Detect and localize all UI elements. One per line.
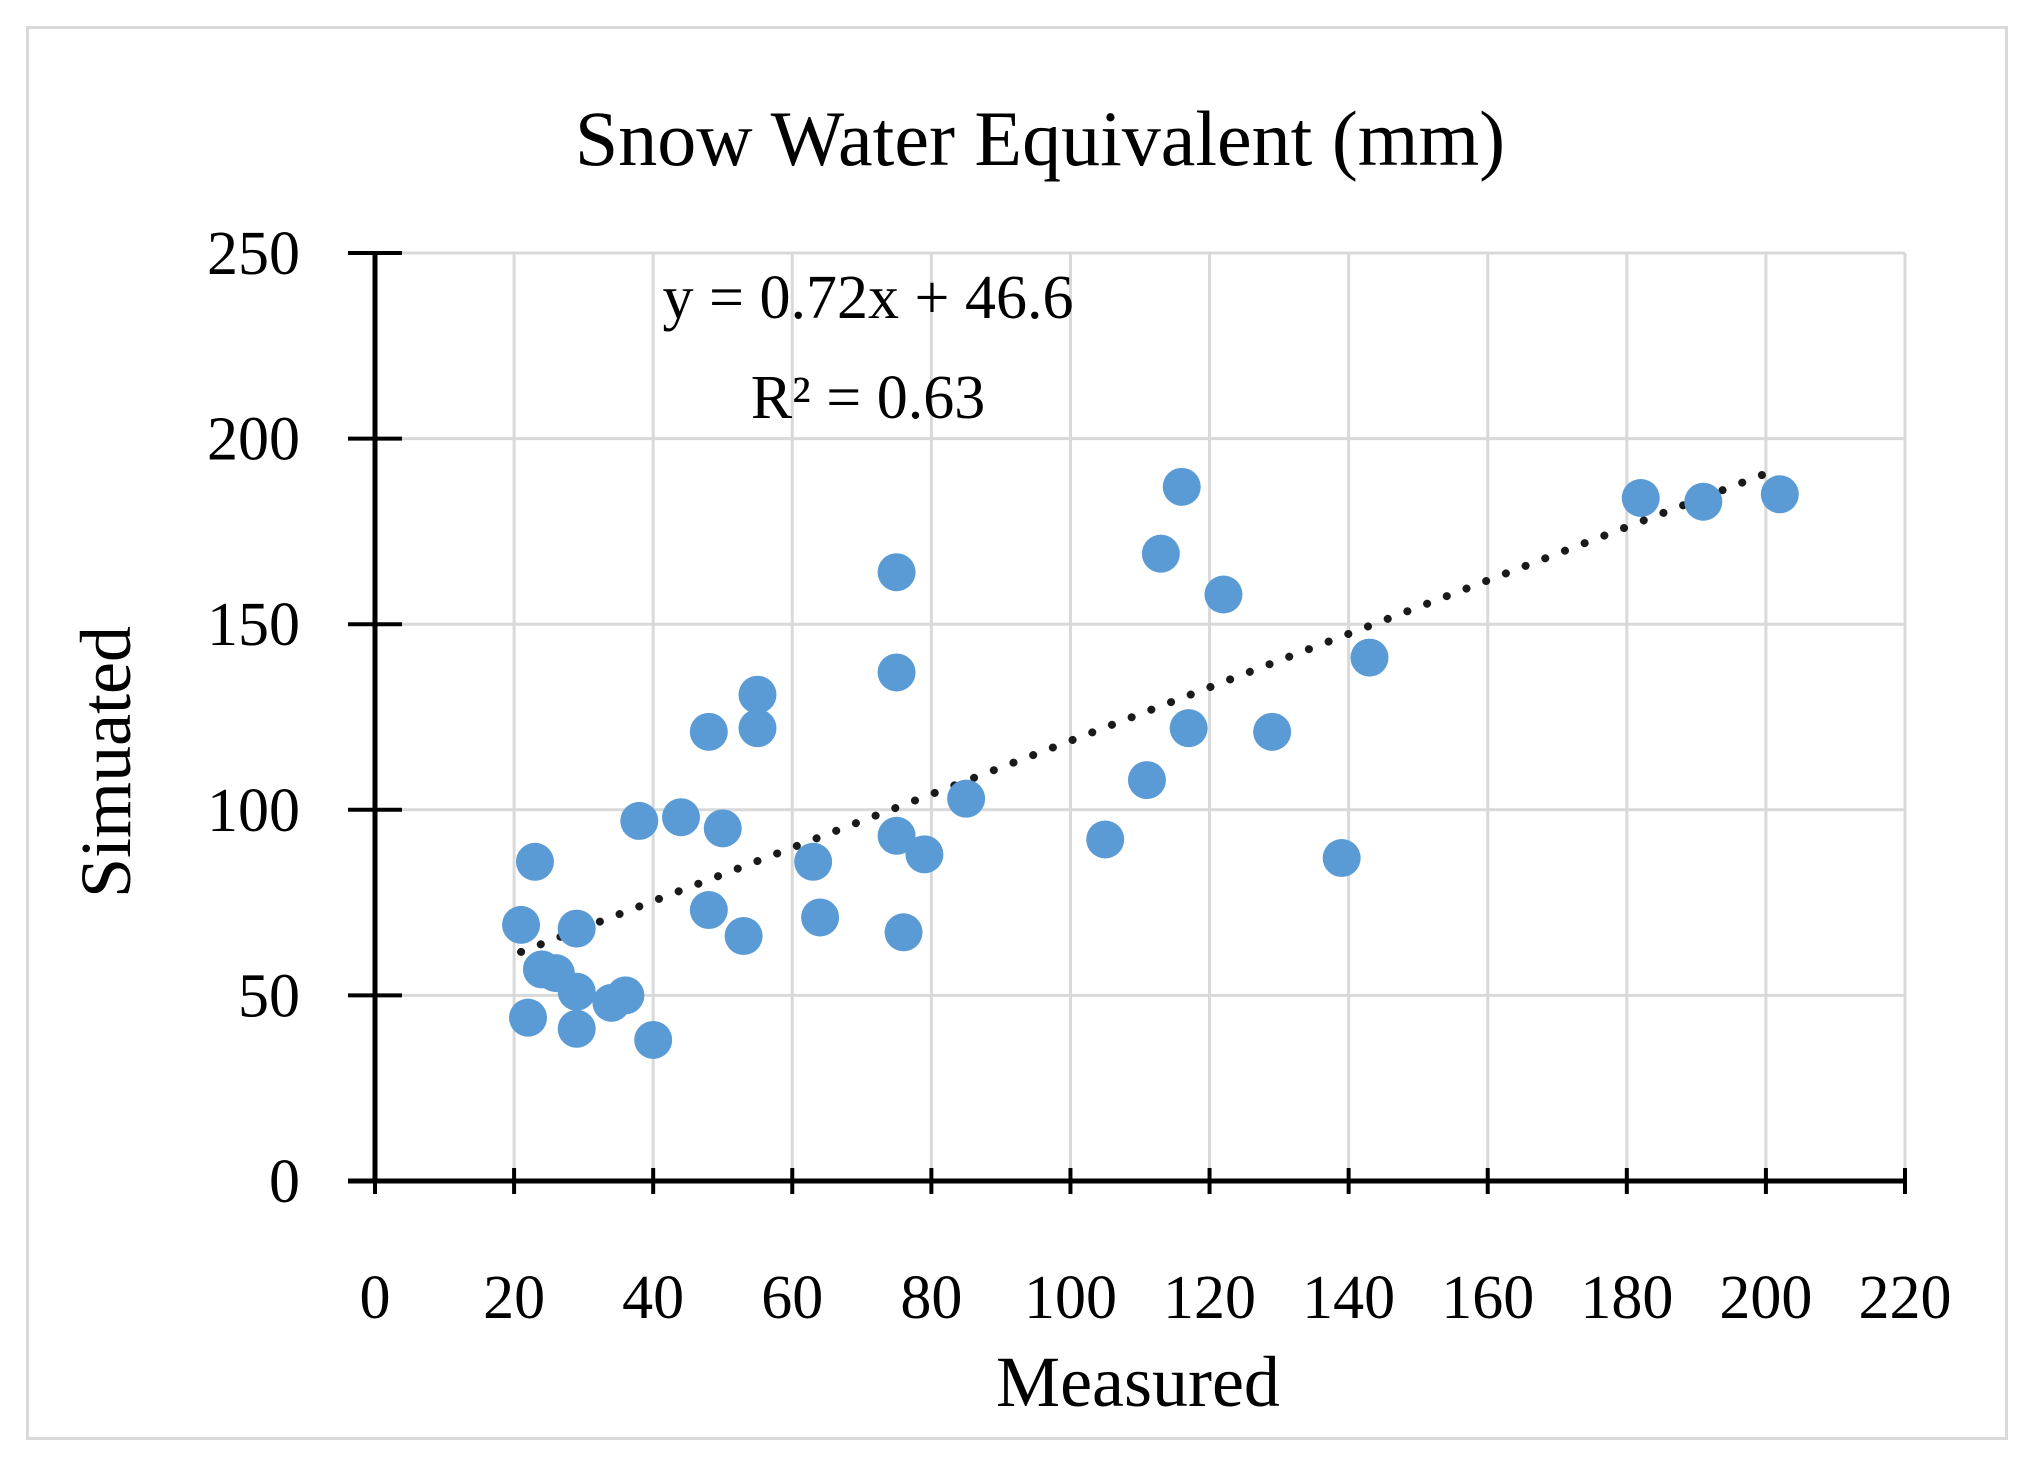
x-tick-label: 120 <box>1163 1264 1256 1332</box>
data-point <box>884 913 923 952</box>
data-point <box>1141 534 1180 573</box>
chart-frame <box>26 26 2008 1440</box>
data-point <box>877 553 916 592</box>
tick-label-layer: 0 20 40 60 80 100 120 140 160 180 200 220 0 50 100 150 2… <box>207 220 1952 1332</box>
x-tick-label: 220 <box>1859 1264 1952 1332</box>
trendline <box>517 464 1784 956</box>
data-point <box>557 909 596 948</box>
data-point <box>1253 712 1292 751</box>
data-point <box>689 712 728 751</box>
y-tick-label: 50 <box>238 962 300 1030</box>
data-point <box>1169 709 1208 748</box>
trendline-layer <box>517 464 1784 956</box>
y-axis-label: Simuated <box>66 626 146 898</box>
data-point <box>947 779 986 818</box>
data-point <box>502 905 541 944</box>
y-tick-label: 250 <box>207 220 300 288</box>
data-point <box>1350 638 1389 677</box>
chart-title: Snow Water Equivalent (mm) <box>575 95 1505 182</box>
x-tick-label: 20 <box>483 1264 545 1332</box>
data-point <box>620 801 659 840</box>
data-point <box>515 842 554 881</box>
data-point <box>738 709 777 748</box>
data-point <box>703 809 742 848</box>
data-point <box>1162 467 1201 506</box>
data-point <box>905 835 944 874</box>
data-point <box>1322 839 1361 878</box>
x-tick-label: 180 <box>1580 1264 1673 1332</box>
data-point <box>1086 820 1125 859</box>
data-point <box>724 917 763 956</box>
data-point <box>1204 575 1243 614</box>
data-point <box>1127 761 1166 800</box>
data-point <box>1684 482 1723 521</box>
axis-layer <box>348 251 1907 1194</box>
data-point <box>1621 478 1660 517</box>
x-tick-label: 40 <box>622 1264 684 1332</box>
data-point <box>634 1020 673 1059</box>
data-point <box>557 972 596 1011</box>
y-tick-label: 200 <box>207 406 300 474</box>
x-tick-label: 200 <box>1719 1264 1812 1332</box>
data-point <box>689 891 728 930</box>
data-point <box>801 898 840 937</box>
x-tick-label: 140 <box>1302 1264 1395 1332</box>
x-tick-label: 100 <box>1024 1264 1117 1332</box>
point-layer <box>502 467 1799 1059</box>
data-point <box>877 816 916 855</box>
r-squared-label: R² = 0.63 <box>751 364 985 432</box>
data-point <box>509 998 547 1037</box>
y-tick-label: 150 <box>207 591 300 659</box>
y-tick-label: 100 <box>207 777 300 845</box>
x-axis-label: Measured <box>996 1342 1280 1422</box>
grid-layer <box>375 251 1907 1181</box>
y-tick-label: 0 <box>269 1148 300 1216</box>
data-point <box>877 653 916 692</box>
data-point <box>738 675 777 714</box>
data-point <box>662 798 700 837</box>
data-point <box>606 976 645 1015</box>
data-point <box>794 842 833 881</box>
data-point <box>1760 475 1799 514</box>
x-tick-label: 160 <box>1441 1264 1534 1332</box>
x-tick-label: 0 <box>360 1264 391 1332</box>
data-point <box>557 1009 596 1048</box>
trendline-equation: y = 0.72x + 46.6 <box>663 264 1074 332</box>
x-tick-label: 60 <box>761 1264 823 1332</box>
x-tick-label: 80 <box>900 1264 962 1332</box>
